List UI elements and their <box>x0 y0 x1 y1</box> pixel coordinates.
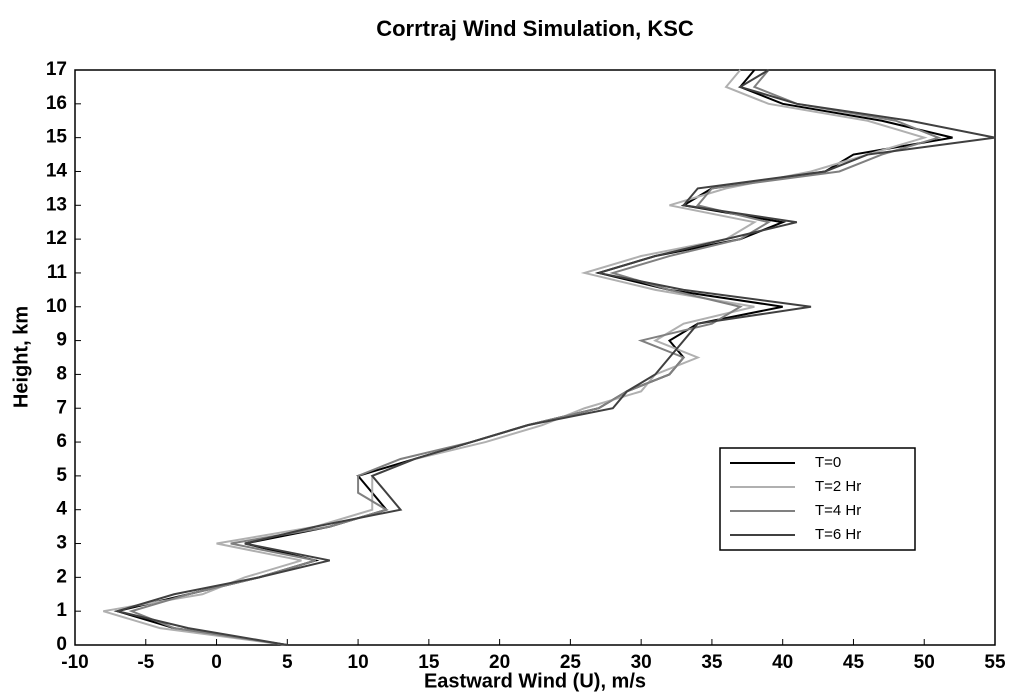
x-axis-label: Eastward Wind (U), m/s <box>424 670 646 692</box>
y-tick-label: 5 <box>56 465 67 486</box>
y-axis-label: Height, km <box>10 306 32 408</box>
x-tick-label: 0 <box>211 652 222 673</box>
legend-label: T=6 Hr <box>815 526 861 543</box>
legend-label: T=2 Hr <box>815 478 861 495</box>
x-tick-label: 25 <box>560 652 582 673</box>
series-line <box>113 69 996 646</box>
x-tick-label: 45 <box>843 652 865 673</box>
series-line <box>128 69 942 646</box>
x-tick-label: -5 <box>137 652 154 673</box>
x-tick-label: -10 <box>61 652 88 673</box>
x-tick-label: 50 <box>914 652 935 673</box>
legend-label: T=0 <box>815 454 841 471</box>
x-tick-label: 40 <box>772 652 793 673</box>
x-tick-label: 20 <box>489 652 510 673</box>
y-tick-label: 17 <box>46 59 67 80</box>
y-tick-label: 1 <box>56 600 67 621</box>
y-tick-label: 12 <box>46 228 67 249</box>
chart-title: Corrtraj Wind Simulation, KSC <box>376 16 694 41</box>
legend-label: T=4 Hr <box>815 502 861 519</box>
y-tick-label: 2 <box>56 566 67 587</box>
legend-box <box>719 447 916 551</box>
x-tick-label: 10 <box>348 652 369 673</box>
y-tick-label: 16 <box>46 93 67 114</box>
y-tick-label: 14 <box>46 160 68 181</box>
x-tick-label: 15 <box>418 652 440 673</box>
x-tick-label: 5 <box>282 652 293 673</box>
y-tick-label: 9 <box>56 330 67 351</box>
plot-area <box>74 69 996 646</box>
x-tick-label: 30 <box>631 652 652 673</box>
y-tick-label: 13 <box>46 194 67 215</box>
y-tick-label: 3 <box>56 533 67 554</box>
y-tick-label: 8 <box>56 363 67 384</box>
series-line <box>113 69 953 646</box>
x-tick-label: 35 <box>701 652 723 673</box>
y-tick-label: 7 <box>56 397 67 418</box>
y-tick-label: 15 <box>46 127 68 148</box>
y-tick-label: 10 <box>46 296 67 317</box>
y-tick-label: 11 <box>47 262 68 283</box>
x-tick-label: 55 <box>984 652 1006 673</box>
y-tick-label: 6 <box>56 431 67 452</box>
y-tick-label: 4 <box>56 499 67 520</box>
series-line <box>103 69 928 646</box>
y-tick-label: 0 <box>56 634 67 655</box>
